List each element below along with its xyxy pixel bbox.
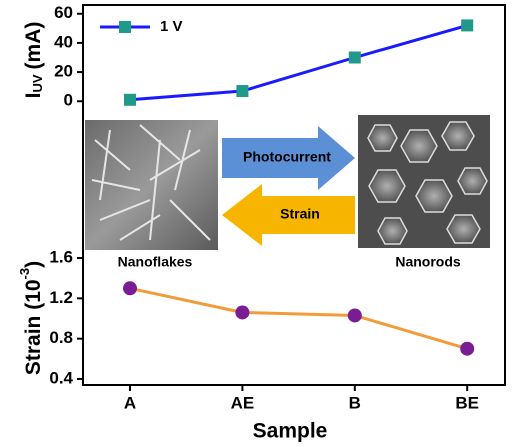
marker (461, 19, 474, 32)
annotation: Nanoflakes (118, 254, 193, 270)
nanorods-image (358, 115, 490, 248)
y-axis-title: Strain (10-3) (17, 261, 44, 375)
photocurrent-arrow (222, 126, 355, 190)
legend-marker (119, 21, 131, 33)
marker (347, 308, 362, 323)
plot-frame (82, 4, 506, 386)
legend-label: 1 V (160, 18, 183, 35)
marker (348, 51, 361, 64)
marker (124, 93, 136, 106)
y-tick-label: 1.6 (49, 248, 73, 267)
marker (123, 281, 137, 296)
strain-arrow (222, 184, 355, 246)
y-title-part: ) (22, 261, 45, 268)
x-tick-label: AE (231, 393, 255, 412)
marker (460, 341, 475, 356)
annotation: Photocurrent (243, 149, 331, 165)
y-tick-label: 1.2 (49, 288, 73, 307)
y-title-sub: UV (30, 74, 45, 92)
y-tick-label: 0.8 (49, 328, 73, 347)
y-tick-label: 0.4 (49, 368, 73, 387)
nanoflakes-image (85, 120, 218, 250)
x-axis-title: Sample (253, 420, 328, 443)
y-title-part: (mA) (22, 22, 45, 70)
y-title-part: Strain (10 (22, 279, 45, 375)
y-tick-label: 0 (64, 91, 73, 110)
x-tick-label: A (124, 393, 136, 412)
y-tick-label: 40 (54, 32, 73, 51)
y-title-sup: -3 (17, 268, 32, 280)
annotation: Strain (280, 206, 320, 222)
series-line (129, 23, 468, 102)
y-tick-label: 20 (54, 62, 73, 81)
marker (235, 305, 250, 320)
y-title-part: I (22, 93, 45, 99)
y-axis-title: IUV (mA) (22, 22, 46, 99)
marker (236, 85, 249, 98)
annotation: Nanorods (395, 254, 461, 270)
x-tick-label: BE (455, 393, 479, 412)
x-tick-label: B (349, 393, 361, 412)
y-tick-label: 60 (54, 3, 73, 22)
series-line (129, 286, 468, 351)
